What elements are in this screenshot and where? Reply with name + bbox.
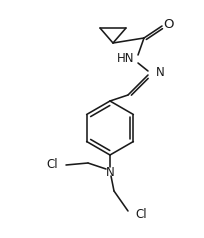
Text: Cl: Cl: [135, 208, 147, 220]
Text: O: O: [164, 19, 174, 31]
Text: N: N: [156, 65, 165, 79]
Text: Cl: Cl: [46, 158, 58, 170]
Text: N: N: [106, 167, 114, 179]
Text: HN: HN: [117, 53, 135, 65]
